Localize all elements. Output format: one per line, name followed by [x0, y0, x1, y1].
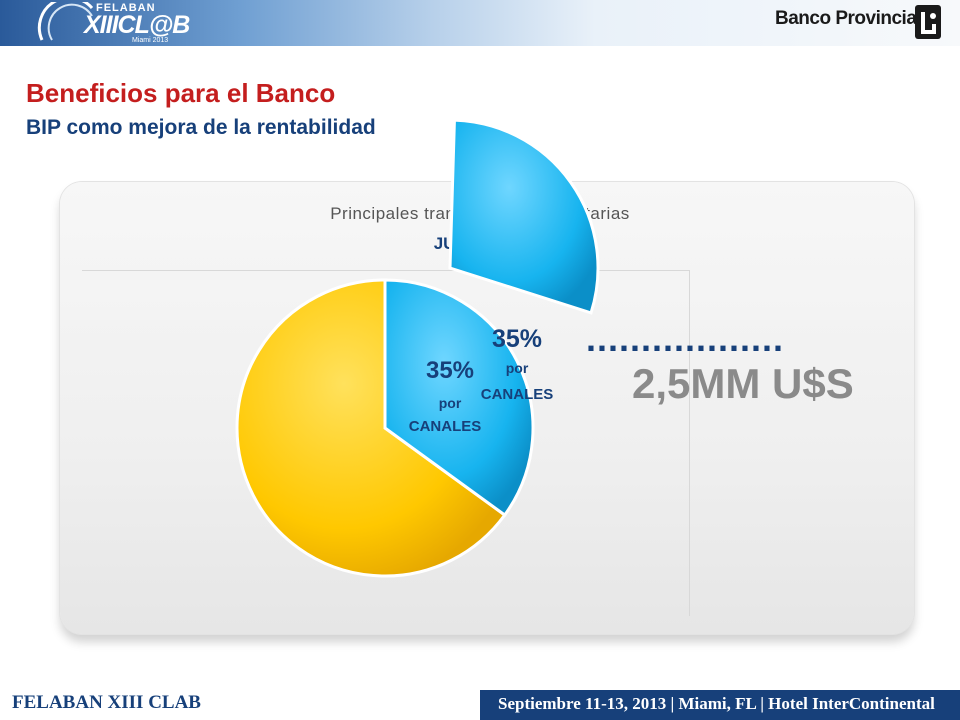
logo-arcs-icon: [37, 2, 94, 41]
logo-line1: FELABAN: [96, 2, 156, 14]
slice-label-pct: 35%: [492, 325, 542, 353]
slice-label-canales: CANALES: [481, 386, 554, 403]
page-subtitle: BIP como mejora de la rentabilidad: [26, 116, 376, 139]
callout-dots: ..................: [586, 318, 785, 359]
pie-slice-blue-base: [383, 278, 535, 518]
slice-label-por: por: [506, 360, 529, 376]
footer-band: [480, 690, 960, 720]
pie-slice-yellow: [235, 278, 507, 578]
felaban-logo: FELABAN XIIICL@B Miami 2013: [34, 2, 209, 44]
page-title: Beneficios para el Banco: [26, 78, 336, 108]
banco-provincia-logo: Banco Provincia: [775, 8, 917, 29]
logo-line2: XIIICL@B: [84, 11, 190, 39]
header-band: [0, 0, 960, 46]
chart-divider-vertical: [689, 270, 690, 616]
hidden-label-por: por: [439, 395, 462, 411]
footer-event-details: Septiembre 11-13, 2013 | Miami, FL | Hot…: [498, 694, 935, 713]
logo-line3: Miami 2013: [132, 37, 169, 44]
footer-event-name: FELABAN XIII CLAB: [12, 692, 201, 713]
hidden-label-canales: CANALES: [409, 418, 482, 435]
pie-slice-blue-exploded: [448, 118, 600, 315]
hidden-label-pct: 35%: [426, 357, 474, 384]
chart-divider-horizontal: [82, 270, 690, 271]
amount-annotation: 2,5MM U$S: [632, 360, 854, 407]
banco-provincia-icon: [915, 5, 941, 39]
